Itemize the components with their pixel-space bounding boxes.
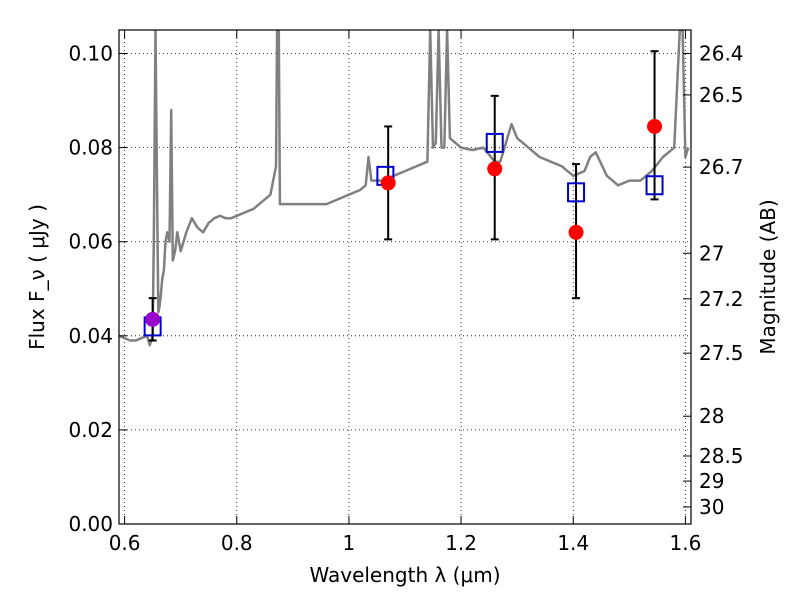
- mag-tick-label: 26.4: [699, 42, 744, 66]
- y-axis-label: Flux F_ν ( μJy ): [25, 204, 49, 350]
- spectrum-line-layer: [119, 30, 690, 347]
- x-tick-label: 1.2: [445, 531, 477, 555]
- model-marker-layer: [143, 132, 664, 337]
- y-tick-label: 0.06: [68, 230, 113, 254]
- x-tick-label: 1.4: [557, 531, 589, 555]
- mag-tick-label: 28.5: [699, 444, 744, 468]
- mag-tick-label: 27.5: [699, 341, 744, 365]
- model-point: [567, 182, 586, 203]
- right-axis-label: Magnitude (AB): [756, 199, 780, 354]
- spectrum-line: [119, 30, 690, 347]
- observed-point: [380, 175, 396, 191]
- model-point: [485, 132, 504, 153]
- x-tick-label: 0.8: [221, 531, 253, 555]
- mag-tick-label: 26.5: [699, 83, 744, 107]
- errorbar-layer: [148, 50, 659, 342]
- mag-tick-label: 29: [699, 469, 724, 493]
- tick-layer: 0.6 0.8 1 1.2 1.4 1.6 0.00 0.02 0.04 0.06 0.08 0.10…: [68, 30, 744, 555]
- mag-tick-label: 30: [699, 495, 724, 519]
- y-tick-label: 0.00: [68, 512, 113, 536]
- mag-tick-label: 27: [699, 241, 724, 265]
- x-tick-label: 1: [343, 531, 356, 555]
- observed-point: [647, 118, 663, 134]
- x-axis-label: Wavelength λ (μm): [309, 563, 500, 587]
- x-tick-label: 1.6: [669, 531, 701, 555]
- y-tick-label: 0.10: [68, 42, 113, 66]
- observed-point: [145, 311, 161, 327]
- y-tick-label: 0.04: [68, 324, 113, 348]
- y-tick-label: 0.02: [68, 418, 113, 442]
- mag-tick-label: 26.7: [699, 155, 744, 179]
- y-tick-label: 0.08: [68, 136, 113, 160]
- observed-marker-layer: [145, 118, 663, 327]
- gridlines: [119, 30, 691, 525]
- model-point: [645, 175, 664, 196]
- mag-tick-label: 28: [699, 404, 724, 428]
- mag-tick-label: 27.2: [699, 287, 744, 311]
- x-tick-label: 0.6: [109, 531, 141, 555]
- observed-point: [568, 224, 584, 240]
- observed-point: [487, 161, 503, 177]
- plot-frame: [118, 29, 692, 525]
